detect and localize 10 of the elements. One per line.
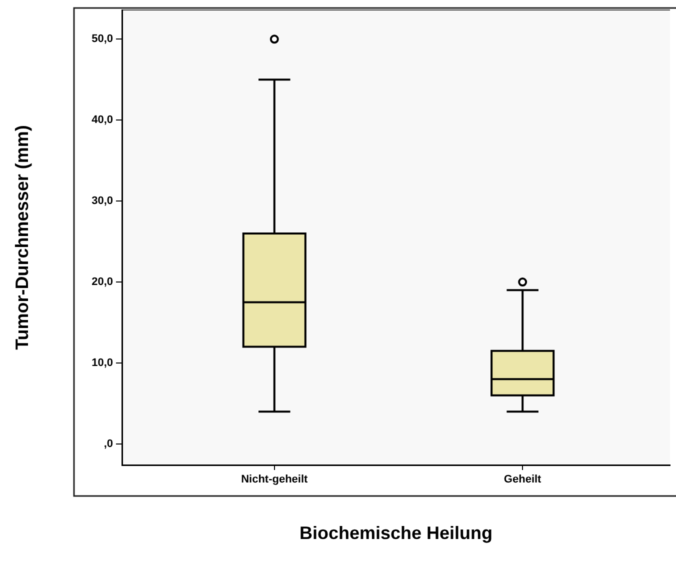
x-tick-label: Nicht-geheilt [241,474,308,486]
x-axis-title: Biochemische Heilung [299,523,493,544]
y-tick-label: 50,0 [92,33,113,46]
y-tick-label: 10,0 [92,357,113,370]
y-tick-label: 20,0 [92,276,113,288]
x-tick-label: Geheilt [504,474,542,486]
y-axis-title: Tumor-Durchmesser (mm) [12,125,32,350]
y-tick-label: ,0 [104,438,113,450]
y-tick-label: 40,0 [92,114,113,126]
y-tick-label: 30,0 [92,195,113,208]
